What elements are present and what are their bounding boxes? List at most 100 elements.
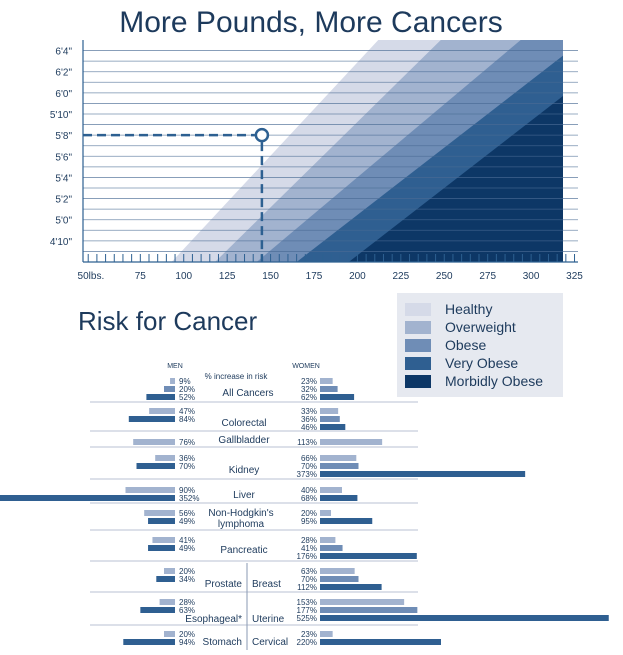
bar-men (148, 545, 175, 551)
x-tick-label: 75 (135, 271, 147, 282)
data-label-women: 40% (301, 486, 317, 495)
legend-item-morbidly-obese: Morbidly Obese (405, 373, 543, 389)
y-tick-label: 5'4" (55, 173, 72, 184)
bar-women (320, 424, 346, 430)
data-label-women: 63% (301, 567, 317, 576)
bar-women (320, 639, 441, 645)
data-label-men: 20% (179, 385, 195, 394)
data-label-women: 373% (297, 470, 317, 479)
bar-women (320, 394, 355, 400)
legend-label: Morbidly Obese (445, 373, 544, 389)
bar-men (0, 495, 176, 501)
cancer-site-label-men: Esophageal* (185, 614, 242, 625)
data-label-women: 70% (301, 575, 317, 584)
data-label-women: 153% (297, 598, 317, 607)
bar-men (128, 416, 175, 422)
x-tick-label: 225 (392, 271, 409, 282)
bar-women (320, 439, 383, 445)
legend-swatch-morbidly-obese (405, 374, 431, 388)
y-tick-label: 4'10" (50, 237, 73, 248)
cancer-site-label-men: Prostate (205, 579, 243, 590)
bar-women (320, 537, 336, 543)
data-label-men: 20% (179, 567, 195, 576)
y-tick-label: 5'2" (55, 195, 72, 206)
data-label-women: 28% (301, 536, 317, 545)
x-tick-label: 300 (523, 271, 540, 282)
data-label-women: 95% (301, 517, 317, 526)
data-label-women: 23% (301, 630, 317, 639)
cancer-site-label: Colorectal (221, 418, 266, 429)
data-label-men: 47% (179, 407, 195, 416)
data-label-men: 63% (179, 606, 195, 615)
bar-men (152, 537, 175, 543)
data-label-women: 66% (301, 454, 317, 463)
data-label-women: 525% (297, 614, 317, 623)
data-label-women: 70% (301, 462, 317, 471)
bar-women (320, 576, 359, 582)
cancer-site-label: Pancreatic (220, 545, 267, 556)
chart-title: More Pounds, More Cancers (119, 6, 503, 39)
legend-label: Healthy (445, 301, 493, 317)
data-label-men: 49% (179, 544, 195, 553)
y-tick-label: 6'2" (55, 68, 72, 79)
data-label-women: 20% (301, 509, 317, 518)
bar-men (164, 568, 175, 574)
bar-women (320, 386, 338, 392)
bar-men (148, 518, 175, 524)
legend-label: Very Obese (445, 355, 519, 371)
bands-group (171, 40, 568, 262)
bar-women (320, 518, 373, 524)
data-label-women: 177% (297, 606, 317, 615)
men-header: MEN (167, 363, 183, 370)
data-label-women: 32% (301, 385, 317, 394)
legend-swatch-overweight (405, 320, 431, 334)
data-label-men: 70% (179, 462, 195, 471)
data-label-men: 20% (179, 630, 195, 639)
data-label-men: 56% (179, 509, 195, 518)
legend-swatch-very-obese (405, 356, 431, 370)
bar-women (320, 495, 358, 501)
legend-item-overweight: Overweight (405, 319, 516, 335)
legend: Healthy Overweight Obese Very Obese Morb… (397, 293, 563, 397)
bar-women (320, 463, 359, 469)
data-label-men: 49% (179, 517, 195, 526)
legend-swatch-obese (405, 338, 431, 352)
legend-swatch-healthy (405, 302, 431, 316)
legend-label: Obese (445, 337, 487, 353)
cancer-site-label: Kidney (229, 465, 260, 476)
x-tick-label: 125 (219, 271, 236, 282)
highlight-point (254, 127, 270, 143)
bar-men (164, 386, 175, 392)
data-label-women: 112% (297, 583, 317, 592)
cancer-site-label: lymphoma (218, 519, 265, 530)
data-label-men: 41% (179, 536, 195, 545)
legend-item-very-obese: Very Obese (405, 355, 518, 371)
data-label-women: 62% (301, 393, 317, 402)
data-label-men: 352% (179, 494, 199, 503)
data-label-men: 84% (179, 415, 195, 424)
data-label-men: 76% (179, 438, 195, 447)
bar-women (320, 607, 418, 613)
x-tick-label: 150 (262, 271, 279, 282)
x-tick-label: 100 (175, 271, 192, 282)
bar-men (125, 487, 175, 493)
bar-women (320, 408, 339, 414)
cancer-site-label-women: Breast (252, 579, 281, 590)
bar-men (123, 639, 175, 645)
x-tick-label: 275 (479, 271, 496, 282)
x-tick-label: 175 (306, 271, 323, 282)
women-header: WOMEN (292, 363, 320, 370)
bar-men (159, 599, 175, 605)
data-label-women: 23% (301, 377, 317, 386)
data-label-men: 36% (179, 454, 195, 463)
y-tick-label: 5'8" (55, 131, 72, 142)
bar-women (320, 568, 355, 574)
cancer-site-label-women: Cervical (252, 637, 288, 648)
height-weight-chart: More Pounds, More Cancers 4'10" 5'0" 5'2" 5'… (50, 6, 583, 282)
cancer-site-label-men: Stomach (203, 637, 242, 648)
bar-men (164, 631, 175, 637)
cancer-site-label: Non-Hodgkin's (208, 508, 273, 519)
cancer-site-label: Gallbladder (218, 435, 270, 446)
bar-men (144, 510, 175, 516)
y-tick-label: 6'0" (55, 89, 72, 100)
